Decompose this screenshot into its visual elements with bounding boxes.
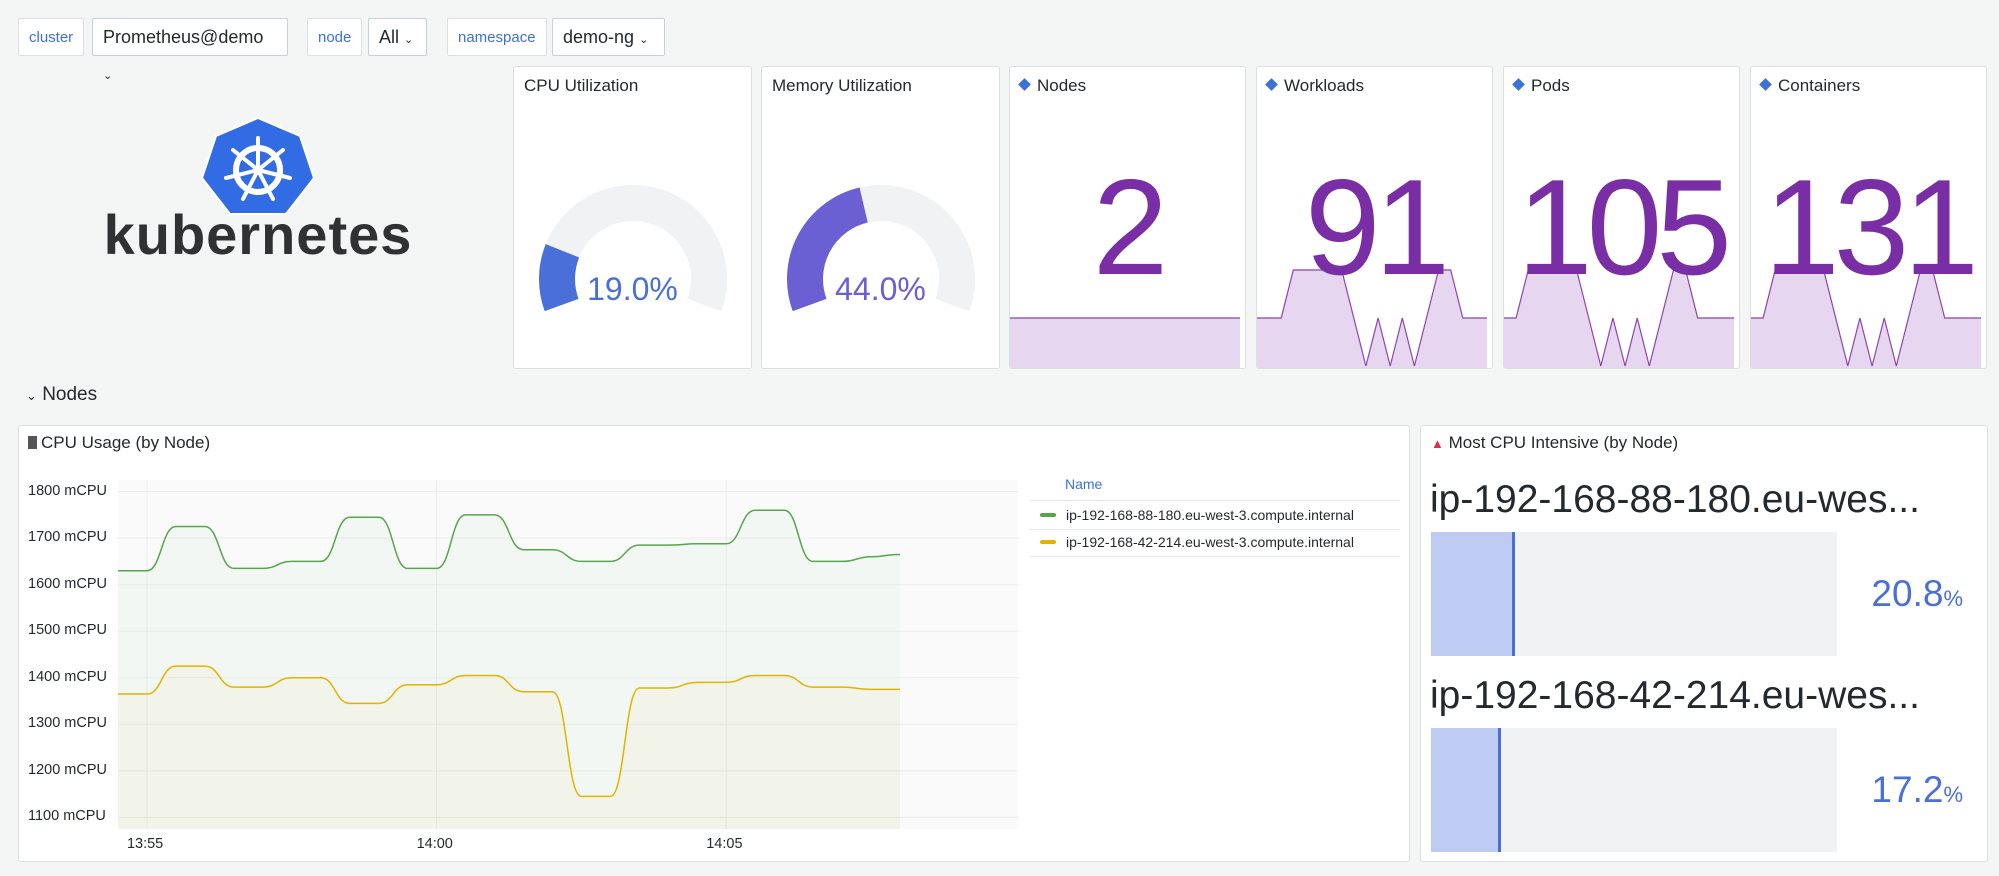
y-tick-label: 1500 mCPU [28, 622, 107, 639]
y-tick-label: 1600 mCPU [28, 575, 107, 592]
node-select[interactable]: All ⌄ [368, 18, 427, 56]
panel-title-text: Most CPU Intensive (by Node) [1448, 433, 1679, 452]
sparkline-area [1751, 270, 1981, 368]
sparkline-line [1751, 269, 1981, 367]
bar-gauge-track [1431, 532, 1837, 656]
sparkline [1257, 269, 1487, 368]
chevron-down-icon: ⌄ [404, 34, 414, 46]
namespace-select[interactable]: demo-ng ⌄ [552, 18, 665, 56]
chevron-down-icon: ⌄ [103, 70, 113, 82]
containers-stat-panel[interactable]: Containers 131 [1750, 66, 1987, 369]
sparkline-area [1504, 270, 1734, 368]
logo-text: kubernetes [103, 203, 413, 266]
memory-utilization-panel[interactable]: Memory Utilization 44.0% [761, 66, 1000, 369]
series-line-1 [117, 509, 901, 572]
stat-value: 2 [1092, 151, 1169, 303]
bar-gauge-value-number: 17.2 [1871, 769, 1944, 810]
y-tick-label: 1400 mCPU [28, 668, 107, 685]
panel-title: Pods [1512, 76, 1570, 96]
sparkline-line [1257, 269, 1487, 367]
warning-triangle-icon: ▲ [1431, 436, 1444, 451]
variable-label-node: node [307, 18, 363, 56]
panel-title: Workloads [1265, 76, 1364, 96]
panel-title: CPU Usage (by Node) [28, 433, 210, 453]
bar-gauge-value: 17.2% [1871, 769, 1963, 811]
row-title: Nodes [42, 384, 98, 405]
panel-title: Nodes [1018, 76, 1087, 96]
bar-gauge-fill [1431, 728, 1501, 852]
panel-title: Containers [1759, 76, 1861, 96]
pods-stat-panel[interactable]: Pods 105 [1503, 66, 1740, 369]
x-tick-label: 14:05 [706, 836, 743, 852]
sparkline [1504, 269, 1734, 368]
legend-item[interactable]: ip-192-168-42-214.eu-west-3.compute.inte… [1030, 528, 1400, 557]
series-area [118, 510, 900, 829]
bar-gauge-track [1431, 728, 1837, 852]
bar-gauge-unit: % [1943, 782, 1963, 807]
panel-title-text: Nodes [1037, 76, 1087, 95]
series-line-2 [117, 665, 900, 798]
bar-gauge-value: 20.8% [1871, 573, 1963, 615]
panel-title-text: Containers [1778, 76, 1861, 95]
row-header-nodes[interactable]: ⌄ Nodes [26, 384, 97, 406]
sparkline [1010, 317, 1240, 368]
series-color-swatch [1040, 540, 1056, 544]
legend-header-name[interactable]: Name [1065, 476, 1103, 492]
panel-title: CPU Utilization [524, 76, 639, 95]
cluster-select-value: Prometheus@demo [103, 27, 264, 47]
variable-label-namespace: namespace [447, 18, 547, 56]
sparkline-area [1257, 270, 1487, 368]
cpu-gauge [539, 185, 727, 312]
memory-gauge [787, 185, 975, 312]
stat-value: 131 [1764, 151, 1979, 303]
y-tick-label: 1700 mCPU [28, 529, 107, 546]
node-select-value: All [379, 27, 400, 47]
stat-value: 91 [1304, 151, 1450, 303]
sparkline-line [1504, 269, 1734, 367]
y-tick-label: 1200 mCPU [28, 761, 107, 778]
bar-gauge-fill [1431, 532, 1516, 656]
panel-title-text: Pods [1531, 76, 1570, 95]
namespace-select-value: demo-ng [563, 27, 635, 47]
bar-gauge-label: ip-192-168-42-214.eu-wes... [1430, 674, 1920, 717]
cluster-select[interactable]: Prometheus@demo ⌄ [92, 18, 288, 82]
cpu-utilization-panel[interactable]: CPU Utilization 19.0% [513, 66, 752, 369]
panel-title: Memory Utilization [772, 76, 912, 95]
sparkline-area [1010, 318, 1240, 368]
sparkline [1751, 269, 1981, 368]
gauge-value: 44.0% [835, 271, 926, 307]
gauge-value: 19.0% [587, 271, 678, 307]
bar-gauge-label: ip-192-168-88-180.eu-wes... [1430, 478, 1920, 521]
chevron-down-icon: ⌄ [639, 34, 649, 46]
workloads-stat-panel[interactable]: Workloads 91 [1256, 66, 1493, 369]
legend-label: ip-192-168-42-214.eu-west-3.compute.inte… [1066, 534, 1354, 550]
chevron-down-icon: ⌄ [26, 388, 37, 403]
stat-value: 105 [1517, 151, 1732, 303]
panel-title-text: CPU Usage (by Node) [41, 433, 211, 452]
bar-gauge-unit: % [1943, 586, 1963, 611]
variable-label-cluster: cluster [18, 18, 85, 56]
kubernetes-helm-wheel-icon [200, 116, 316, 215]
x-tick-label: 14:00 [416, 836, 453, 852]
y-tick-label: 1300 mCPU [28, 715, 107, 732]
panel-title: ▲ Most CPU Intensive (by Node) [1431, 433, 1678, 453]
info-icon [28, 436, 37, 449]
series-color-swatch [1040, 513, 1056, 517]
kubernetes-logo: kubernetes [18, 66, 515, 368]
x-tick-label: 13:55 [126, 836, 164, 852]
series-area [118, 666, 900, 829]
y-tick-label: 1100 mCPU [28, 808, 106, 825]
panel-title-text: Workloads [1284, 76, 1364, 95]
legend-label: ip-192-168-88-180.eu-west-3.compute.inte… [1066, 507, 1354, 523]
nodes-stat-panel[interactable]: Nodes 2 [1009, 66, 1246, 369]
legend-item[interactable]: ip-192-168-88-180.eu-west-3.compute.inte… [1030, 500, 1400, 530]
y-tick-label: 1800 mCPU [28, 482, 107, 499]
bar-gauge-value-number: 20.8 [1871, 573, 1944, 614]
